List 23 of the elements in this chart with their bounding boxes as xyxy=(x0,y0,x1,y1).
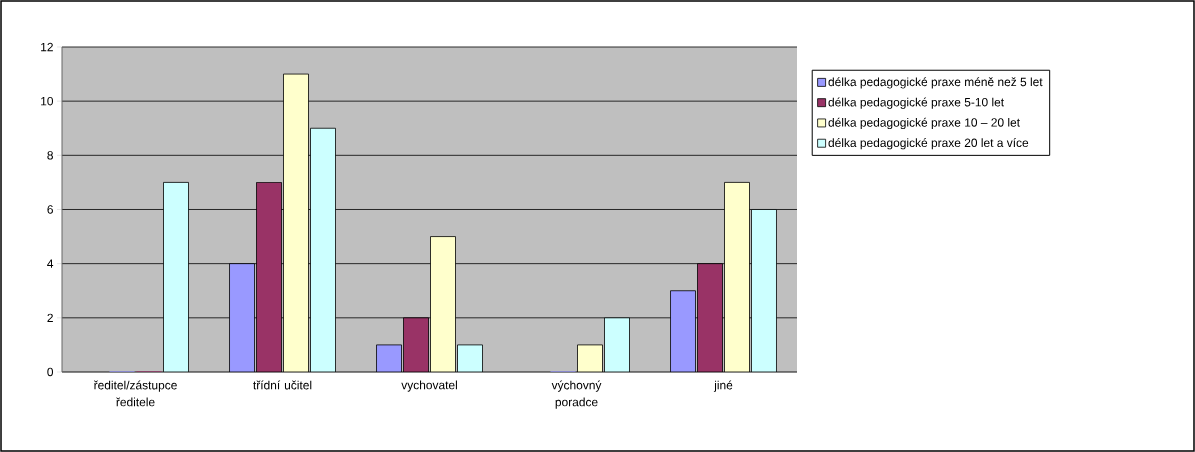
y-tick-label: 2 xyxy=(47,313,53,322)
bar xyxy=(724,182,750,372)
bar xyxy=(310,127,336,372)
y-tick-label: 12 xyxy=(41,42,53,52)
x-tick-label: třídní učitel xyxy=(253,380,312,390)
y-tick-label: 10 xyxy=(41,96,54,106)
y-tick-label: 8 xyxy=(47,151,53,160)
bar xyxy=(430,236,456,372)
x-tick-label: jiné xyxy=(713,380,733,392)
y-tick-label: 4 xyxy=(47,259,54,268)
legend-label: délka pedagogické praxe 20 let a více xyxy=(828,138,1029,150)
bar xyxy=(751,209,777,372)
legend-label: délka pedagogické praxe méně než 5 let xyxy=(828,77,1043,89)
y-tick-label: 6 xyxy=(47,205,53,214)
bar xyxy=(283,73,309,372)
bar xyxy=(163,182,189,372)
x-tick-label: vychovatel xyxy=(401,380,457,392)
x-tick-label: výchovný poradce xyxy=(551,380,602,409)
x-tick-label: ředitel/zástupce ředitele xyxy=(93,380,177,407)
legend-label: délka pedagogické praxe 10 – 20 let xyxy=(828,117,1020,130)
legend-label: délka pedagogické praxe 5-10 let xyxy=(828,97,1004,109)
y-tick-label: 0 xyxy=(47,367,54,377)
bar xyxy=(604,317,630,372)
